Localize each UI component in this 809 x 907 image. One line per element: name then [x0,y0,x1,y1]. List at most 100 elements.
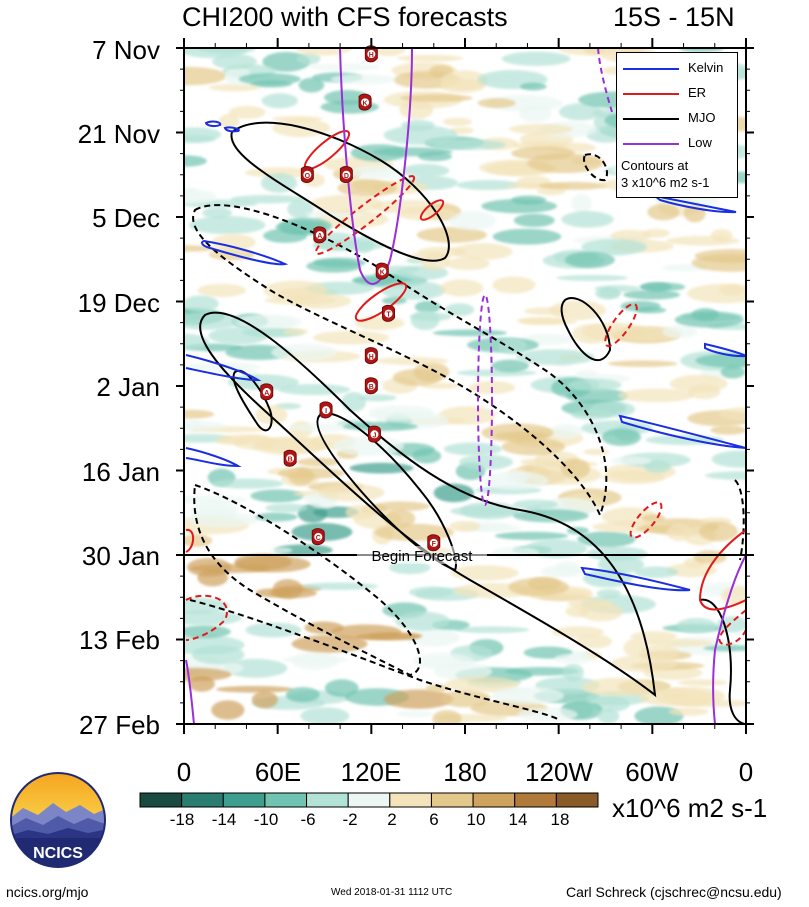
field-blob [433,139,506,151]
storm-marker: H [364,45,378,63]
y-tick-label: 2 Jan [96,372,160,402]
field-blob [443,442,503,456]
storm-eye [429,538,438,547]
colorbar-swatch [264,792,308,808]
field-blob [492,228,562,245]
colorbar-swatch [555,792,599,808]
field-blob [635,306,667,314]
legend-item-low: Low [617,134,737,154]
field-blob [509,123,573,135]
kelvin-contour [204,120,222,128]
field-blob [679,48,724,53]
field-blob [255,512,298,522]
field-blob [313,257,366,268]
field-blob [396,710,433,718]
mjo-contour-negative [189,599,561,721]
kelvin-contour [185,354,262,382]
colorbar-tick-label: 2 [387,810,397,829]
field-blob [189,563,270,573]
storm-letter: J [373,432,377,439]
field-blob [607,360,678,367]
storm-letter: B [369,384,374,391]
storm-letter: T [386,312,391,319]
storm-marker: O [300,166,314,183]
storm-eye [361,98,370,107]
field-blob [285,687,320,703]
storm-eye [342,170,351,179]
field-blob [324,679,359,697]
field-blob [191,645,245,665]
field-blob [350,144,408,162]
field-blob [223,658,288,678]
field-blob [524,307,568,316]
field-blob [296,457,340,467]
field-blob [491,686,565,705]
colorbar-swatch [139,792,183,808]
field-blob [456,180,521,191]
colorbar-tick-label: 10 [466,810,486,829]
storm-letter: I [325,408,327,415]
field-blob [265,503,308,513]
field-blob [644,639,714,647]
storm-letter: O [305,173,311,180]
field-blob [567,598,613,609]
field-blob [238,73,301,85]
field-blob [720,365,746,379]
field-blob [342,421,418,432]
field-blob [432,710,462,724]
storm-marker: K [375,262,389,280]
field-blob [381,280,446,300]
field-blob [477,98,516,108]
field-blob [354,316,405,331]
field-blob [277,467,345,479]
field-blob [549,300,607,321]
field-blob [711,450,746,468]
field-blob [481,198,557,214]
y-tick-label: 21 Nov [77,119,160,149]
legend-item-er: ER [617,84,737,104]
colorbar-tick-label: -2 [342,810,358,829]
storm-markers: H K O D A K T H B A I J B C F [260,45,441,552]
field-blob [571,410,613,420]
er-contour-negative [185,594,228,641]
field-blob [197,568,229,587]
field-blob [610,456,652,465]
field-blob [691,254,746,272]
er-contour [419,199,445,221]
colorbar-tick-label: -6 [300,810,316,829]
field-blob [623,638,647,657]
forecast-label: Begin Forecast [372,548,474,565]
field-blob [349,165,405,180]
field-blob [282,328,309,336]
field-blob [202,207,233,219]
legend-item-mjo: MJO [617,109,737,129]
field-blob [375,357,449,366]
field-blob [564,251,615,269]
field-blob [408,586,453,598]
footer-timestamp: Wed 2018-01-31 1112 UTC [331,887,453,898]
field-blob [184,409,215,419]
storm-eye [286,454,295,463]
y-tick-label: 27 Feb [79,710,160,740]
field-blob [538,181,608,190]
field-blob [601,428,642,446]
colorbar-swatch [472,792,516,808]
field-blob [508,577,569,597]
mjo-contour [699,598,746,724]
field-blob [310,194,384,213]
chart-title: CHI200 with CFS forecasts [182,2,508,32]
field-blob [291,635,368,653]
field-blob [211,700,245,720]
legend-label: Kelvin [688,60,724,75]
field-blob [263,280,328,301]
field-blob [494,531,569,540]
field-blob [388,560,431,575]
field-blob [549,423,583,439]
mjo-contour-negative [583,153,608,182]
legend-swatch [623,143,679,145]
legend-contour-note: Contours at 3 x10^6 m2 s-1 [621,157,709,191]
field-blob [705,471,746,480]
field-blob [184,495,247,504]
field-blob [456,369,537,377]
